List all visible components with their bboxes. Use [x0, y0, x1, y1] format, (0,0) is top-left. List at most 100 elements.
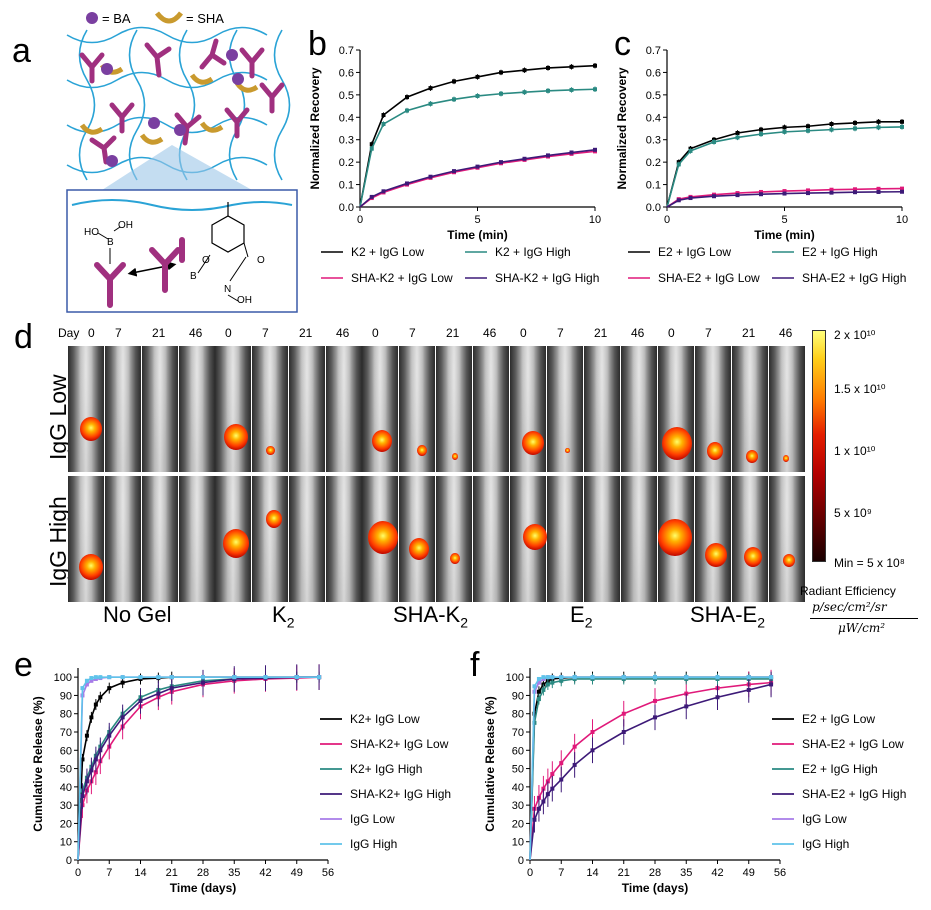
- data-point: [317, 675, 322, 680]
- ivis-image: [436, 346, 472, 472]
- data-point: [89, 676, 94, 681]
- data-point: [545, 682, 550, 687]
- data-point: [806, 128, 810, 133]
- day-label: 21: [152, 326, 166, 340]
- data-point: [735, 130, 740, 135]
- data-point: [107, 686, 112, 691]
- data-point: [759, 192, 763, 197]
- day-prefix: Day: [58, 326, 80, 340]
- day-label: 7: [262, 326, 269, 340]
- sha-legend-icon: [155, 11, 183, 24]
- ivis-image: [179, 346, 215, 472]
- data-point: [522, 90, 527, 95]
- fluorescence-signal: [417, 445, 427, 456]
- data-point: [684, 691, 689, 696]
- data-point: [428, 86, 433, 91]
- data-point: [545, 792, 550, 797]
- svg-text:B: B: [190, 271, 197, 282]
- series-line: [77, 676, 320, 861]
- data-point: [405, 108, 409, 113]
- data-point: [428, 174, 433, 179]
- svg-text:O: O: [257, 255, 265, 266]
- legend-label: SHA-K2 + IgG Low: [351, 271, 453, 285]
- legend-label: E2 + IgG High: [802, 762, 878, 776]
- data-point: [782, 191, 787, 196]
- ivis-image: [362, 346, 398, 472]
- legend-label: E2 + IgG Low: [802, 712, 875, 726]
- data-point: [735, 135, 740, 140]
- y-tick-label: 0.6: [339, 67, 354, 79]
- legend-label: SHA-K2+ IgG High: [350, 787, 451, 801]
- data-point: [98, 695, 103, 700]
- data-point: [156, 691, 161, 696]
- svg-text:OH: OH: [237, 295, 252, 306]
- data-point: [715, 695, 720, 700]
- colorbar-tick-label: 1 x 10¹⁰: [834, 444, 876, 458]
- data-point: [829, 190, 834, 195]
- data-point: [829, 127, 834, 132]
- data-point: [536, 697, 541, 702]
- data-point: [89, 768, 94, 773]
- y-tick-label: 60: [512, 745, 524, 757]
- legend-label: IgG High: [802, 837, 849, 851]
- data-point: [621, 730, 626, 734]
- y-tick-label: 10: [60, 837, 72, 849]
- x-tick-label: 28: [197, 867, 209, 879]
- x-axis-title: Time (min): [447, 228, 507, 242]
- fluorescence-signal: [224, 424, 248, 451]
- fluorescence-signal: [705, 543, 727, 568]
- day-label: 0: [520, 326, 527, 340]
- panel-label-d: d: [14, 318, 33, 356]
- data-point: [676, 198, 681, 203]
- ba-legend-icon: [86, 12, 98, 24]
- legend-label: E2 + IgG High: [802, 245, 878, 259]
- legend-ba-text: = BA: [102, 11, 131, 26]
- ivis-image: [105, 346, 141, 472]
- x-tick-label: 49: [743, 867, 755, 879]
- y-tick-label: 70: [60, 727, 72, 739]
- data-point: [475, 74, 480, 79]
- data-point: [853, 190, 857, 195]
- x-tick-label: 7: [558, 867, 564, 879]
- series-line: [529, 676, 772, 861]
- data-point: [369, 194, 374, 199]
- data-point: [232, 675, 237, 680]
- y-axis-title: Normalized Recovery: [615, 67, 629, 189]
- colorbar-title: Radiant Efficiency: [800, 584, 896, 598]
- x-tick-label: 14: [134, 867, 146, 879]
- data-point: [536, 806, 541, 811]
- data-point: [653, 715, 657, 720]
- data-point: [569, 64, 574, 69]
- y-tick-label: 90: [512, 690, 524, 702]
- ivis-image: [289, 346, 325, 472]
- x-tick-label: 0: [357, 214, 363, 226]
- data-point: [688, 196, 693, 201]
- data-point: [572, 744, 577, 749]
- data-point: [853, 126, 857, 131]
- x-tick-label: 7: [106, 867, 112, 879]
- ivis-image: [326, 346, 362, 472]
- group-label-sha-e2: SHA-E2: [690, 602, 766, 631]
- legend-label: SHA-E2 + IgG High: [802, 271, 906, 285]
- ivis-image: [68, 476, 104, 602]
- data-point: [532, 720, 537, 725]
- panel-label-a: a: [12, 32, 31, 70]
- y-tick-label: 10: [512, 837, 524, 849]
- fluorescence-signal: [744, 547, 762, 567]
- data-point: [559, 678, 564, 683]
- data-point: [405, 181, 409, 186]
- data-point: [541, 687, 546, 692]
- data-point: [536, 680, 541, 685]
- x-tick-label: 35: [680, 867, 692, 879]
- y-tick-label: 70: [512, 727, 524, 739]
- ivis-image: [732, 476, 768, 602]
- y-axis-title: Normalized Recovery: [308, 67, 322, 189]
- x-tick-label: 5: [474, 214, 480, 226]
- y-tick-label: 0: [66, 855, 72, 867]
- legend-label: K2+ IgG High: [350, 762, 422, 776]
- y-tick-label: 0.3: [339, 135, 354, 147]
- y-tick-label: 0.3: [646, 135, 661, 147]
- ivis-image: [105, 476, 141, 602]
- data-point: [156, 675, 161, 680]
- day-label: 21: [742, 326, 756, 340]
